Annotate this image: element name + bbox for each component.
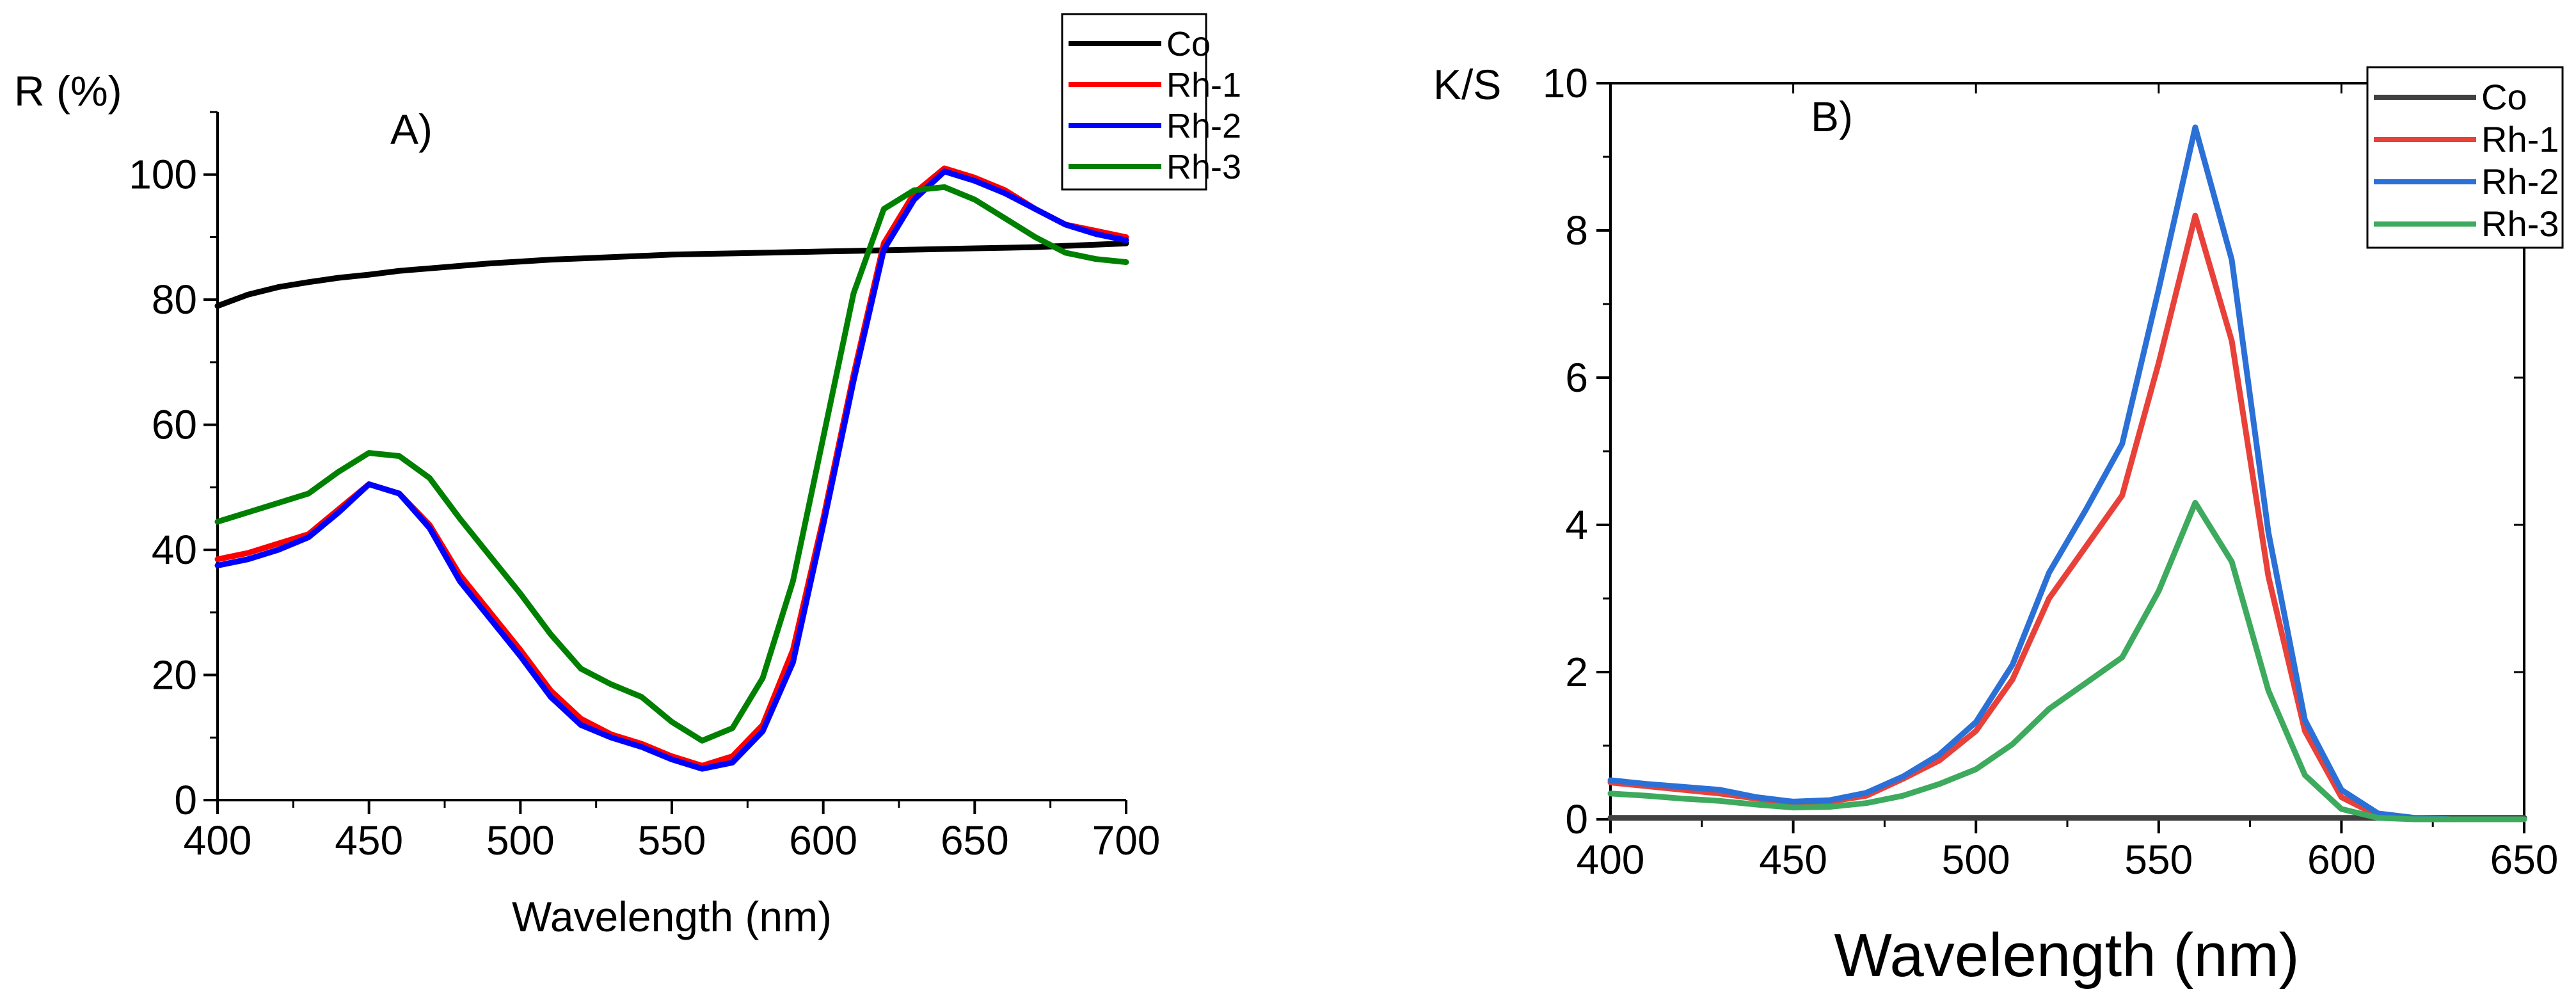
x-tick-label: 650 [2490,837,2559,883]
series-line-rh-1 [214,165,1129,769]
chart-panel-b: 400 450 500 550 600 650 0 2 4 6 8 10 K/S Wavelength (… [1433,60,2564,990]
y-tick-label: 6 [1565,355,1588,401]
legend-label-rh-1: Rh-1 [1166,66,1241,104]
y-tick-label: 0 [174,777,197,823]
y-tick-label: 60 [152,402,197,448]
legend-label-co: Co [2481,77,2527,117]
y-tick-label: 20 [152,652,197,698]
x-axis-label: Wavelength (nm) [512,893,832,940]
y-tick-label: 100 [129,152,197,198]
series-line-rh-3 [1607,500,2527,822]
x-tick-label: 700 [1092,817,1161,863]
series-line-rh-2 [214,168,1129,772]
x-tick-label: 650 [941,817,1009,863]
legend-label-rh-2: Rh-2 [1166,107,1241,145]
x-tick-label: 400 [184,817,252,863]
y-axis-label: R (%) [14,67,122,115]
y-tick-label: 4 [1565,502,1588,548]
legend-label-rh-2: Rh-2 [2481,161,2559,202]
panel-label: B) [1811,93,1853,140]
legend-label-rh-3: Rh-3 [1166,148,1241,186]
y-tick-label: 8 [1565,207,1588,253]
y-tick-label: 80 [152,277,197,323]
y-tick-label: 0 [1565,796,1588,842]
legend-label-rh-1: Rh-1 [2481,119,2559,159]
y-axis-label: K/S [1433,61,1501,108]
y-tick-label: 10 [1543,60,1588,106]
x-tick-label: 500 [486,817,555,863]
x-tick-label: 600 [2307,837,2376,883]
x-tick-label: 400 [1577,837,1645,883]
y-tick-label: 40 [152,527,197,573]
x-tick-label: 600 [789,817,857,863]
y-tick-label: 2 [1565,649,1588,695]
legend-label-co: Co [1166,25,1211,63]
series-line-rh-3 [214,184,1129,744]
x-axis-label: Wavelength (nm) [1834,921,2299,990]
x-tick-label: 500 [1942,837,2010,883]
series-line-rh-1 [1607,213,2527,822]
legend-label-rh-3: Rh-3 [2481,204,2559,244]
x-tick-label: 450 [1759,837,1827,883]
x-tick-label: 550 [2124,837,2193,883]
series-line-co [214,240,1129,309]
x-tick-label: 550 [638,817,706,863]
panel-label: A) [390,106,433,153]
series-line-rh-2 [1607,124,2527,822]
x-tick-label: 450 [335,817,403,863]
